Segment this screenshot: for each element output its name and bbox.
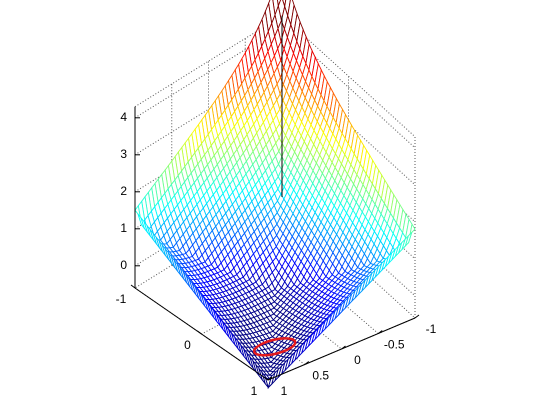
z-tick-label: 0	[120, 258, 127, 272]
z-tick-label: 4	[120, 110, 127, 124]
y-tick-label: 1	[281, 384, 288, 398]
y-tick-label: -1	[426, 322, 437, 336]
x-tick	[263, 376, 269, 381]
y-tick	[377, 330, 383, 334]
y-tick-label: 0.5	[312, 369, 329, 383]
x-tick-label: 0	[184, 338, 191, 352]
x-tick-label: 1	[251, 384, 258, 398]
y-tick-label: -0.5	[384, 338, 405, 352]
x-tick	[197, 330, 202, 335]
x-tick	[130, 284, 136, 289]
y-tick	[267, 376, 273, 381]
y-tick	[304, 361, 310, 365]
surface-mesh	[134, 0, 416, 390]
red-curve	[252, 337, 297, 357]
axes	[130, 15, 420, 381]
y-tick	[341, 345, 346, 350]
y-tick-label: 0	[354, 353, 361, 367]
z-tick-label: 2	[120, 184, 127, 198]
y-tick	[414, 314, 420, 319]
x-tick-label: -1	[116, 292, 127, 306]
z-tick-label: 3	[120, 147, 127, 161]
curve-path	[252, 337, 297, 357]
z-tick-label: 1	[120, 221, 127, 235]
tick-labels: 0 1 2 3 4 -1 0 1 1 0.5 0 -0.5 -1	[116, 110, 437, 398]
grid-line	[134, 196, 283, 289]
